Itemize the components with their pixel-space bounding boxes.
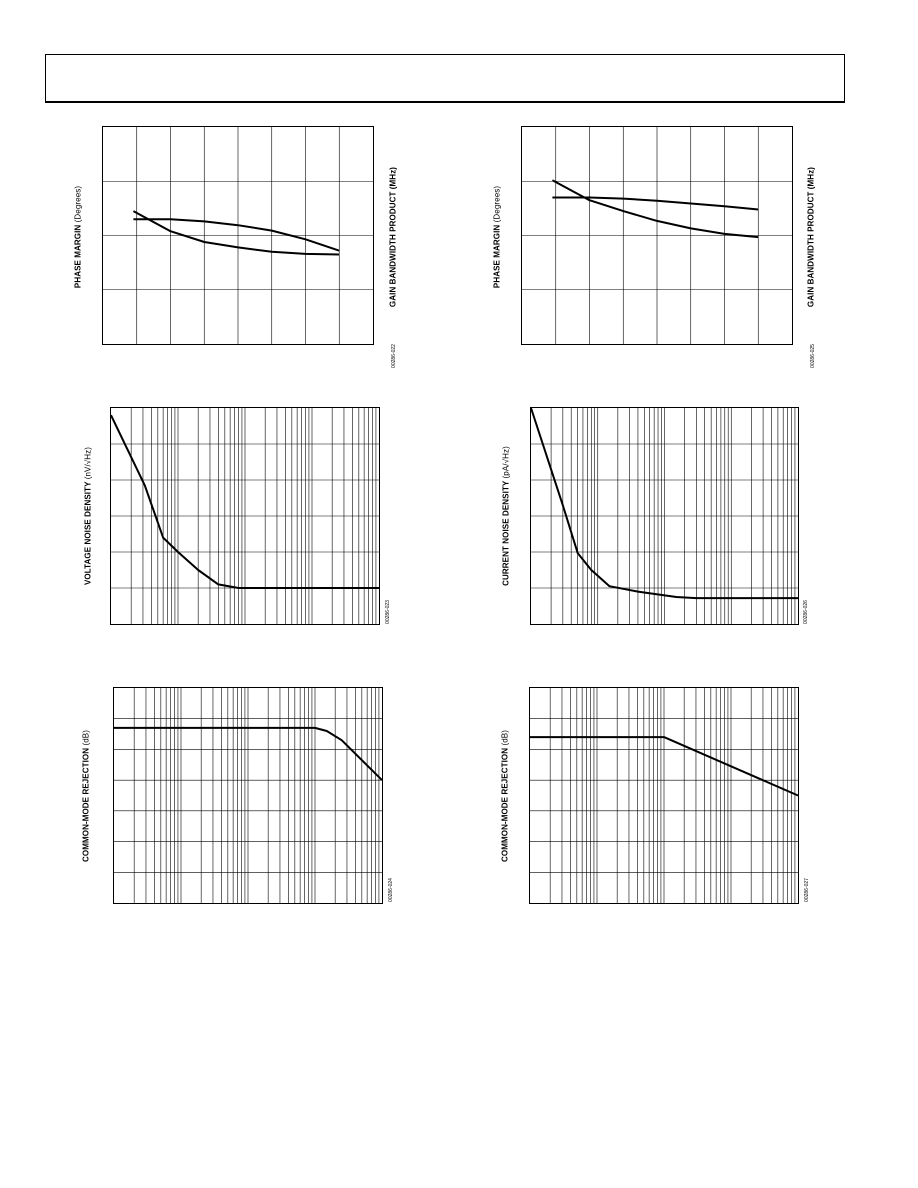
- ylabel-unit: (nV/√Hz): [83, 446, 93, 480]
- figure-id-right-2: 00286-026: [803, 600, 809, 624]
- chart-current-noise: [530, 407, 799, 625]
- series-line-1: [110, 414, 379, 589]
- figure-id-right-3: 00286-027: [804, 878, 810, 902]
- ylabel-current-noise: CURRENT NOISE DENSITY (pA/√Hz): [502, 446, 511, 586]
- ylabel-text: PHASE MARGIN: [73, 224, 83, 289]
- figure-id-left-1: 00286-022: [391, 344, 397, 368]
- ylabel-unit: (Degrees): [73, 185, 83, 223]
- series-line-2: [552, 196, 759, 211]
- chart-phase-margin-left: [102, 126, 374, 345]
- y2label-gbw-right: GAIN BANDWIDTH PRODUCT (MHz): [807, 167, 816, 307]
- y2label-text: GAIN BANDWIDTH PRODUCT (MHz): [388, 166, 398, 308]
- ylabel-unit: (pA/√Hz): [501, 446, 511, 479]
- ylabel-unit: (Degrees): [492, 185, 502, 223]
- chart-phase-margin-right: [521, 126, 793, 345]
- ylabel-text: VOLTAGE NOISE DENSITY: [83, 481, 93, 586]
- ylabel-text: COMMON-MODE REJECTION: [500, 747, 510, 862]
- chart-plot-area: [522, 127, 792, 344]
- chart-cmr-right: [529, 687, 799, 904]
- series-line-1: [530, 407, 798, 600]
- chart-cmr-left: [113, 687, 383, 904]
- ylabel-text: PHASE MARGIN: [492, 224, 502, 289]
- ylabel-voltage-noise: VOLTAGE NOISE DENSITY (nV/√Hz): [84, 447, 93, 585]
- ylabel-cmr-right: COMMON-MODE REJECTION (dB): [501, 730, 510, 862]
- ylabel-cmr-left: COMMON-MODE REJECTION (dB): [82, 730, 91, 862]
- series-line-1: [530, 736, 799, 797]
- y2label-text: GAIN BANDWIDTH PRODUCT (MHz): [806, 166, 816, 308]
- series-line-2: [133, 218, 340, 252]
- chart-plot-area: [530, 688, 799, 903]
- figure-id-left-3: 00286-024: [388, 878, 394, 902]
- figure-id-right-1: 00286-025: [810, 344, 816, 368]
- ylabel-text: COMMON-MODE REJECTION: [81, 747, 91, 862]
- series-line-1: [132, 210, 340, 256]
- chart-voltage-noise: [110, 407, 380, 625]
- chart-plot-area: [110, 408, 379, 624]
- chart-plot-area: [530, 407, 798, 624]
- page-header-box: [45, 54, 845, 103]
- y2label-gbw-left: GAIN BANDWIDTH PRODUCT (MHz): [389, 167, 398, 307]
- ylabel-text: CURRENT NOISE DENSITY: [501, 480, 511, 586]
- figure-id-left-2: 00286-023: [385, 600, 391, 624]
- ylabel-phase-margin-right: PHASE MARGIN (Degrees): [493, 186, 502, 288]
- chart-plot-area: [114, 688, 383, 903]
- chart-plot-area: [103, 127, 373, 344]
- series-line-1: [551, 179, 759, 239]
- series-line-1: [114, 726, 383, 781]
- ylabel-phase-margin-left: PHASE MARGIN (Degrees): [74, 186, 83, 288]
- ylabel-unit: (dB): [500, 730, 510, 746]
- ylabel-unit: (dB): [81, 730, 91, 746]
